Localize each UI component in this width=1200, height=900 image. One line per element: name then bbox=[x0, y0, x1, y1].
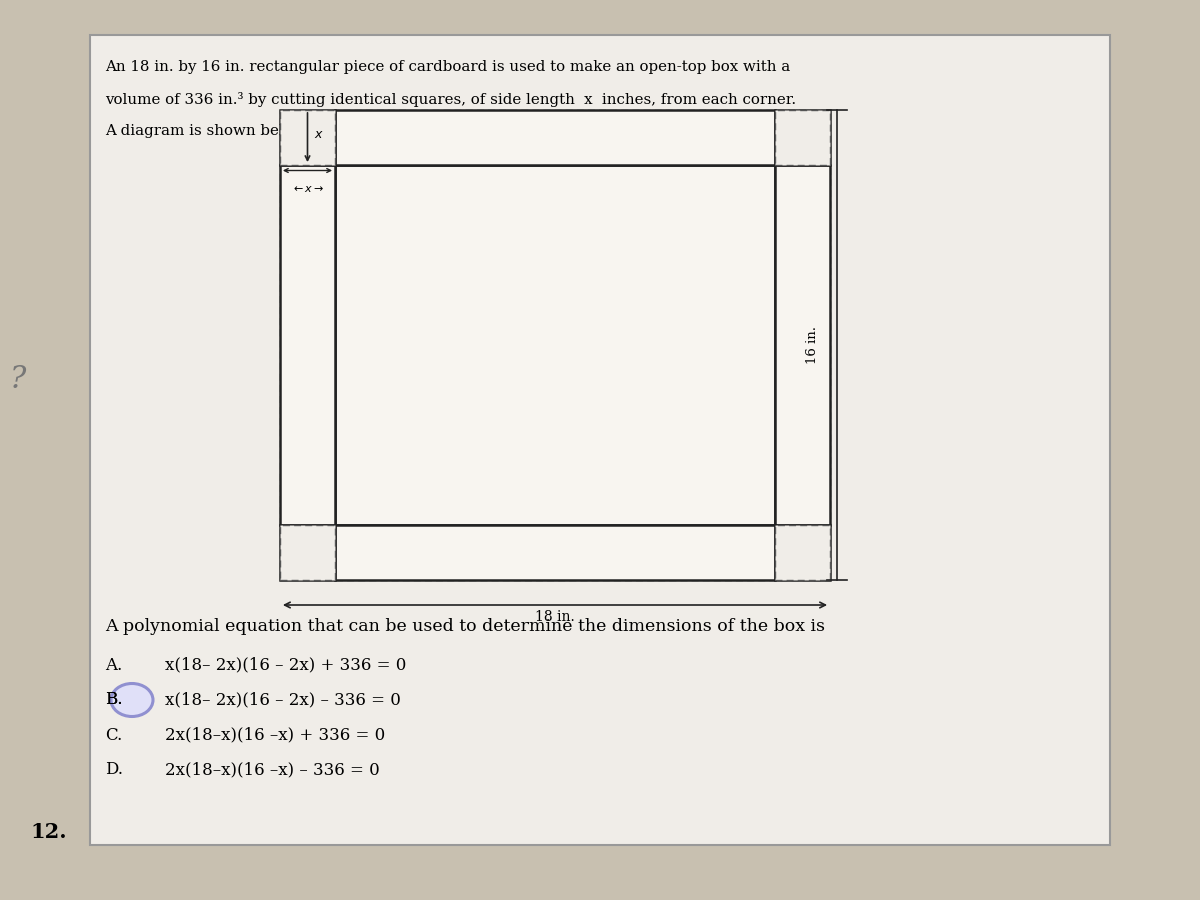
Bar bbox=[90, 35, 1110, 845]
Bar bbox=[335, 525, 775, 580]
Text: 2x(18–x)(16 –x) – 336 = 0: 2x(18–x)(16 –x) – 336 = 0 bbox=[166, 761, 379, 778]
Bar bbox=[775, 110, 830, 165]
Bar bbox=[280, 110, 335, 165]
Text: ?: ? bbox=[10, 364, 26, 395]
Text: A.: A. bbox=[106, 656, 122, 673]
Bar bbox=[280, 525, 335, 580]
Bar bbox=[775, 525, 830, 580]
Bar bbox=[335, 165, 775, 525]
Bar bbox=[775, 110, 830, 165]
Text: volume of 336 in.³ by cutting identical squares, of side length   x   inches, fr: volume of 336 in.³ by cutting identical … bbox=[106, 92, 796, 107]
Ellipse shape bbox=[112, 683, 154, 716]
Bar bbox=[775, 525, 830, 580]
Text: D.: D. bbox=[106, 761, 124, 778]
Text: x(18– 2x)(16 – 2x) – 336 = 0: x(18– 2x)(16 – 2x) – 336 = 0 bbox=[166, 691, 401, 708]
Text: 16 in.: 16 in. bbox=[805, 326, 818, 364]
Bar bbox=[775, 165, 830, 525]
Text: C.: C. bbox=[106, 726, 122, 743]
Bar bbox=[280, 525, 335, 580]
Text: A diagram is shown below.: A diagram is shown below. bbox=[106, 124, 308, 138]
Bar bbox=[335, 110, 775, 165]
Bar bbox=[280, 165, 335, 525]
Text: An 18 in. by 16 in. rectangular piece of cardboard is used to make an open-top b: An 18 in. by 16 in. rectangular piece of… bbox=[106, 60, 791, 74]
Text: 18 in.: 18 in. bbox=[535, 610, 575, 624]
Text: B.: B. bbox=[106, 691, 122, 708]
Text: B.: B. bbox=[106, 691, 122, 708]
Text: A polynomial equation that can be used to determine the dimensions of the box is: A polynomial equation that can be used t… bbox=[106, 618, 826, 635]
Text: $\leftarrow x \rightarrow$: $\leftarrow x \rightarrow$ bbox=[290, 184, 324, 194]
Bar bbox=[280, 110, 335, 165]
Bar bbox=[280, 110, 830, 580]
Text: $x$: $x$ bbox=[314, 128, 324, 141]
Text: x(18– 2x)(16 – 2x) + 336 = 0: x(18– 2x)(16 – 2x) + 336 = 0 bbox=[166, 656, 407, 673]
Text: 12.: 12. bbox=[30, 822, 67, 842]
Text: 2x(18–x)(16 –x) + 336 = 0: 2x(18–x)(16 –x) + 336 = 0 bbox=[166, 726, 385, 743]
